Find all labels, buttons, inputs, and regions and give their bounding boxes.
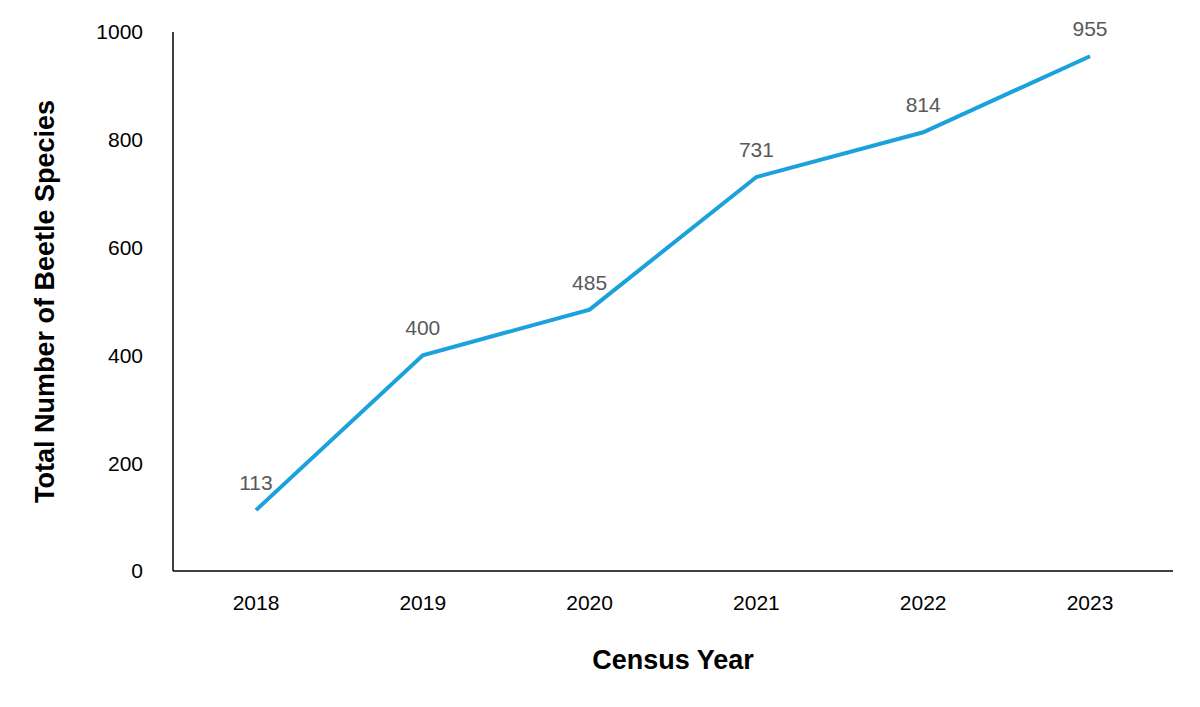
svg-text:2019: 2019 — [399, 591, 446, 614]
svg-text:200: 200 — [108, 452, 143, 475]
svg-text:2022: 2022 — [900, 591, 947, 614]
svg-text:600: 600 — [108, 236, 143, 259]
svg-text:0: 0 — [131, 559, 143, 582]
svg-text:2020: 2020 — [566, 591, 613, 614]
svg-text:485: 485 — [572, 271, 607, 294]
svg-text:113: 113 — [239, 471, 272, 494]
svg-text:400: 400 — [108, 344, 143, 367]
svg-text:Total Number of Beetle Species: Total Number of Beetle Species — [30, 100, 60, 503]
svg-text:731: 731 — [739, 138, 774, 161]
svg-text:1000: 1000 — [96, 20, 143, 43]
svg-text:400: 400 — [405, 316, 440, 339]
svg-text:814: 814 — [906, 93, 941, 116]
svg-text:2018: 2018 — [233, 591, 280, 614]
svg-text:2023: 2023 — [1067, 591, 1114, 614]
svg-text:800: 800 — [108, 128, 143, 151]
svg-text:Census Year: Census Year — [592, 645, 754, 675]
svg-text:2021: 2021 — [733, 591, 780, 614]
svg-text:955: 955 — [1072, 17, 1107, 40]
